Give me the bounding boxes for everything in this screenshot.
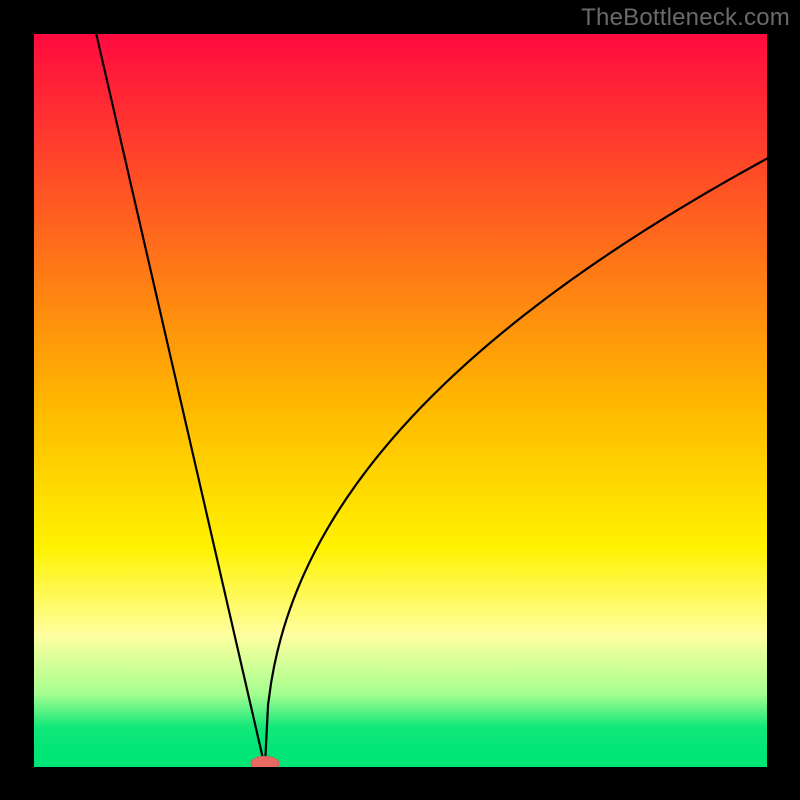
stage: TheBottleneck.com (0, 0, 800, 800)
watermark-text: TheBottleneck.com (581, 4, 790, 32)
bottleneck-chart (34, 34, 767, 767)
chart-background (34, 34, 767, 767)
optimal-marker (251, 756, 279, 767)
